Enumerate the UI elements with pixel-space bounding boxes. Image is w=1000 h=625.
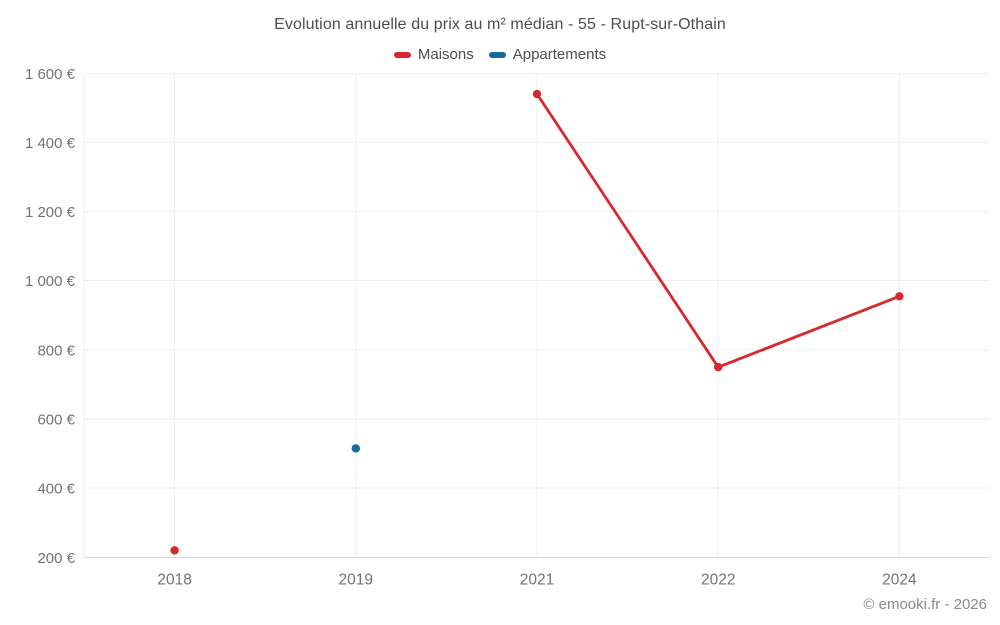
y-tick-label: 1 200 €	[25, 204, 76, 221]
legend-label-maisons: Maisons	[417, 46, 474, 63]
maisons-series-swatch-icon	[393, 51, 411, 58]
legend-item-appartements[interactable]: Appartements	[488, 46, 607, 63]
chart-title: Evolution annuelle du prix au m² médian …	[274, 16, 726, 33]
appartements-series-swatch-icon	[488, 51, 506, 58]
x-tick-label-2019: 2019	[339, 571, 373, 588]
data-point-maisons-2021[interactable]	[532, 89, 542, 99]
data-point-maisons-2018[interactable]	[170, 546, 179, 555]
y-tick-label: 1 000 €	[25, 273, 76, 290]
data-point-maisons-2024[interactable]	[895, 292, 904, 301]
y-tick-label: 600 €	[37, 412, 75, 429]
x-tick-label-2022: 2022	[701, 571, 735, 588]
y-tick-label: 1 400 €	[25, 135, 76, 152]
x-tick-label-2024: 2024	[882, 571, 917, 588]
y-tick-label: 800 €	[37, 342, 75, 359]
y-tick-label: 1 600 €	[25, 66, 76, 83]
legend-label-appartements: Appartements	[512, 46, 607, 63]
data-point-appartements-2019[interactable]	[351, 444, 360, 453]
x-tick-label-2021: 2021	[520, 571, 554, 588]
y-tick-label: 400 €	[37, 481, 75, 498]
data-point-maisons-2022[interactable]	[714, 362, 723, 372]
copyright-footer: © emooki.fr - 2026	[863, 596, 987, 613]
y-tick-label: 200 €	[37, 550, 75, 567]
legend-item-maisons[interactable]: Maisons	[393, 46, 474, 63]
chart-legend: Maisons Appartements	[0, 46, 1000, 63]
x-tick-label-2018: 2018	[157, 571, 191, 588]
